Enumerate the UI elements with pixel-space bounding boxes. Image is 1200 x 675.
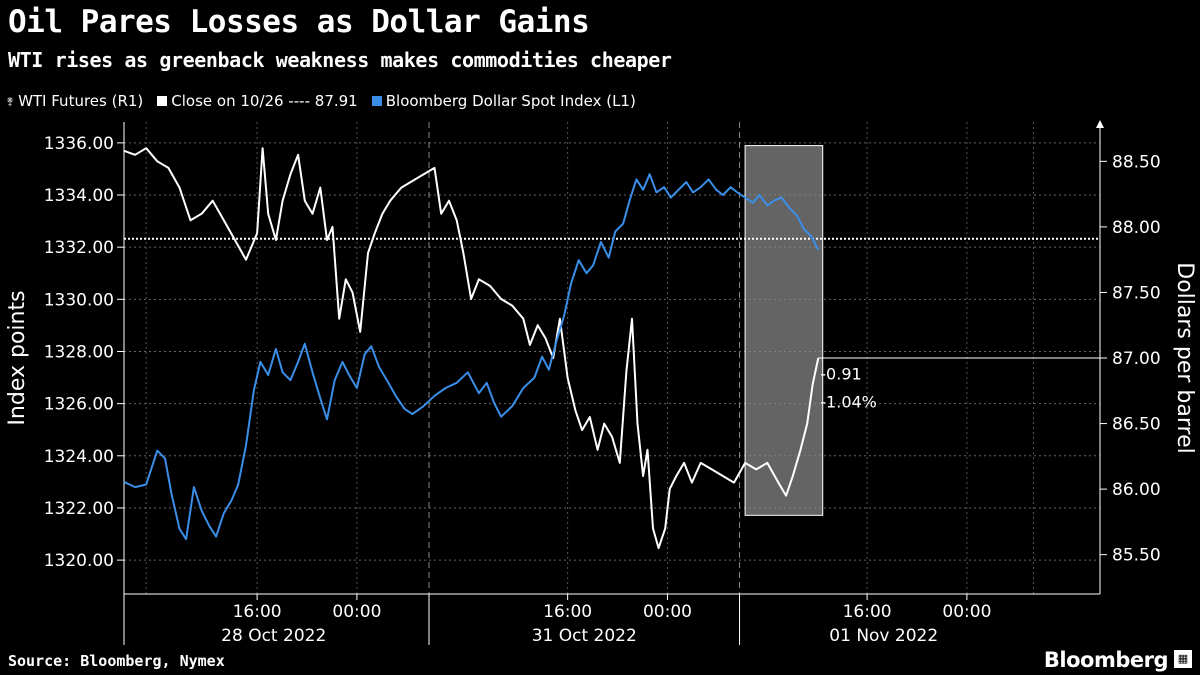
x-tick-label: 16:00 [233,602,282,622]
series-line-dollar [123,173,820,541]
left-tick-label: 1328.00 [44,342,114,362]
series-line-wti [123,147,820,550]
left-tick-label: 1322.00 [44,499,114,519]
right-tick-label: 88.50 [1112,152,1161,172]
right-tick-label: 86.00 [1112,480,1161,500]
right-tick-label: 87.50 [1112,283,1161,303]
x-day-label: 01 Nov 2022 [829,626,938,646]
x-tick-label: 00:00 [643,602,692,622]
chart-labels: 1336.00 1334.00 1332.00 1330.00 1328.00 1326.… [5,134,1197,646]
chart-title: Oil Pares Losses as Dollar Gains [8,4,590,40]
legend-label-wti: WTI Futures (R1) [18,92,144,110]
legend-item-dollar: Bloomberg Dollar Spot Index (L1) [371,92,636,110]
right-tick-label: 88.00 [1112,218,1161,238]
change-annotation: -0.91 [820,365,861,384]
x-tick-label: 00:00 [942,602,991,622]
legend-label-close: Close on 10/26 ---- 87.91 [171,92,358,110]
chart-axes [117,120,1107,645]
legend-label-dollar: Bloomberg Dollar Spot Index (L1) [385,92,636,110]
left-tick-label: 1330.00 [44,290,114,310]
right-tick-label: 87.00 [1112,349,1161,369]
x-day-label: 28 Oct 2022 [221,626,326,646]
highlight-box [744,145,824,516]
right-tick-label: 86.50 [1112,415,1161,435]
x-tick-label: 00:00 [332,602,381,622]
left-tick-label: 1332.00 [44,238,114,258]
legend-item-close: Close on 10/26 ---- 87.91 [157,92,358,110]
left-tick-label: 1326.00 [44,395,114,415]
left-tick-label: 1334.00 [44,186,114,206]
change-annotation: -1.04% [820,392,877,411]
right-axis-arrow-icon [1096,120,1104,128]
chart-lines [123,147,1100,550]
chart-subtitle: WTI rises as greenback weakness makes co… [8,48,672,72]
legend-swatch-close-icon [157,96,168,106]
legend-swatch-dollar-icon [371,96,382,106]
x-day-label: 31 Oct 2022 [532,626,637,646]
legend-key-wti-icon: ⚵ [6,94,15,108]
left-axis-title: Index points [5,290,30,425]
legend-item-wti: ⚵ WTI Futures (R1) [6,92,143,110]
left-tick-label: 1320.00 [44,551,114,571]
legend: ⚵ WTI Futures (R1) Close on 10/26 ---- 8… [6,92,636,110]
x-tick-label: 16:00 [843,602,892,622]
right-axis-title: Dollars per barrel [1172,262,1197,453]
terminal-icon: ▦ [1174,650,1192,668]
right-tick-label: 85.50 [1112,546,1161,566]
x-tick-label: 16:00 [543,602,592,622]
left-tick-label: 1324.00 [44,447,114,467]
source-note: Source: Bloomberg, Nymex [8,652,225,670]
left-tick-label: 1336.00 [44,134,114,154]
brand-logo: Bloomberg [1043,648,1169,672]
